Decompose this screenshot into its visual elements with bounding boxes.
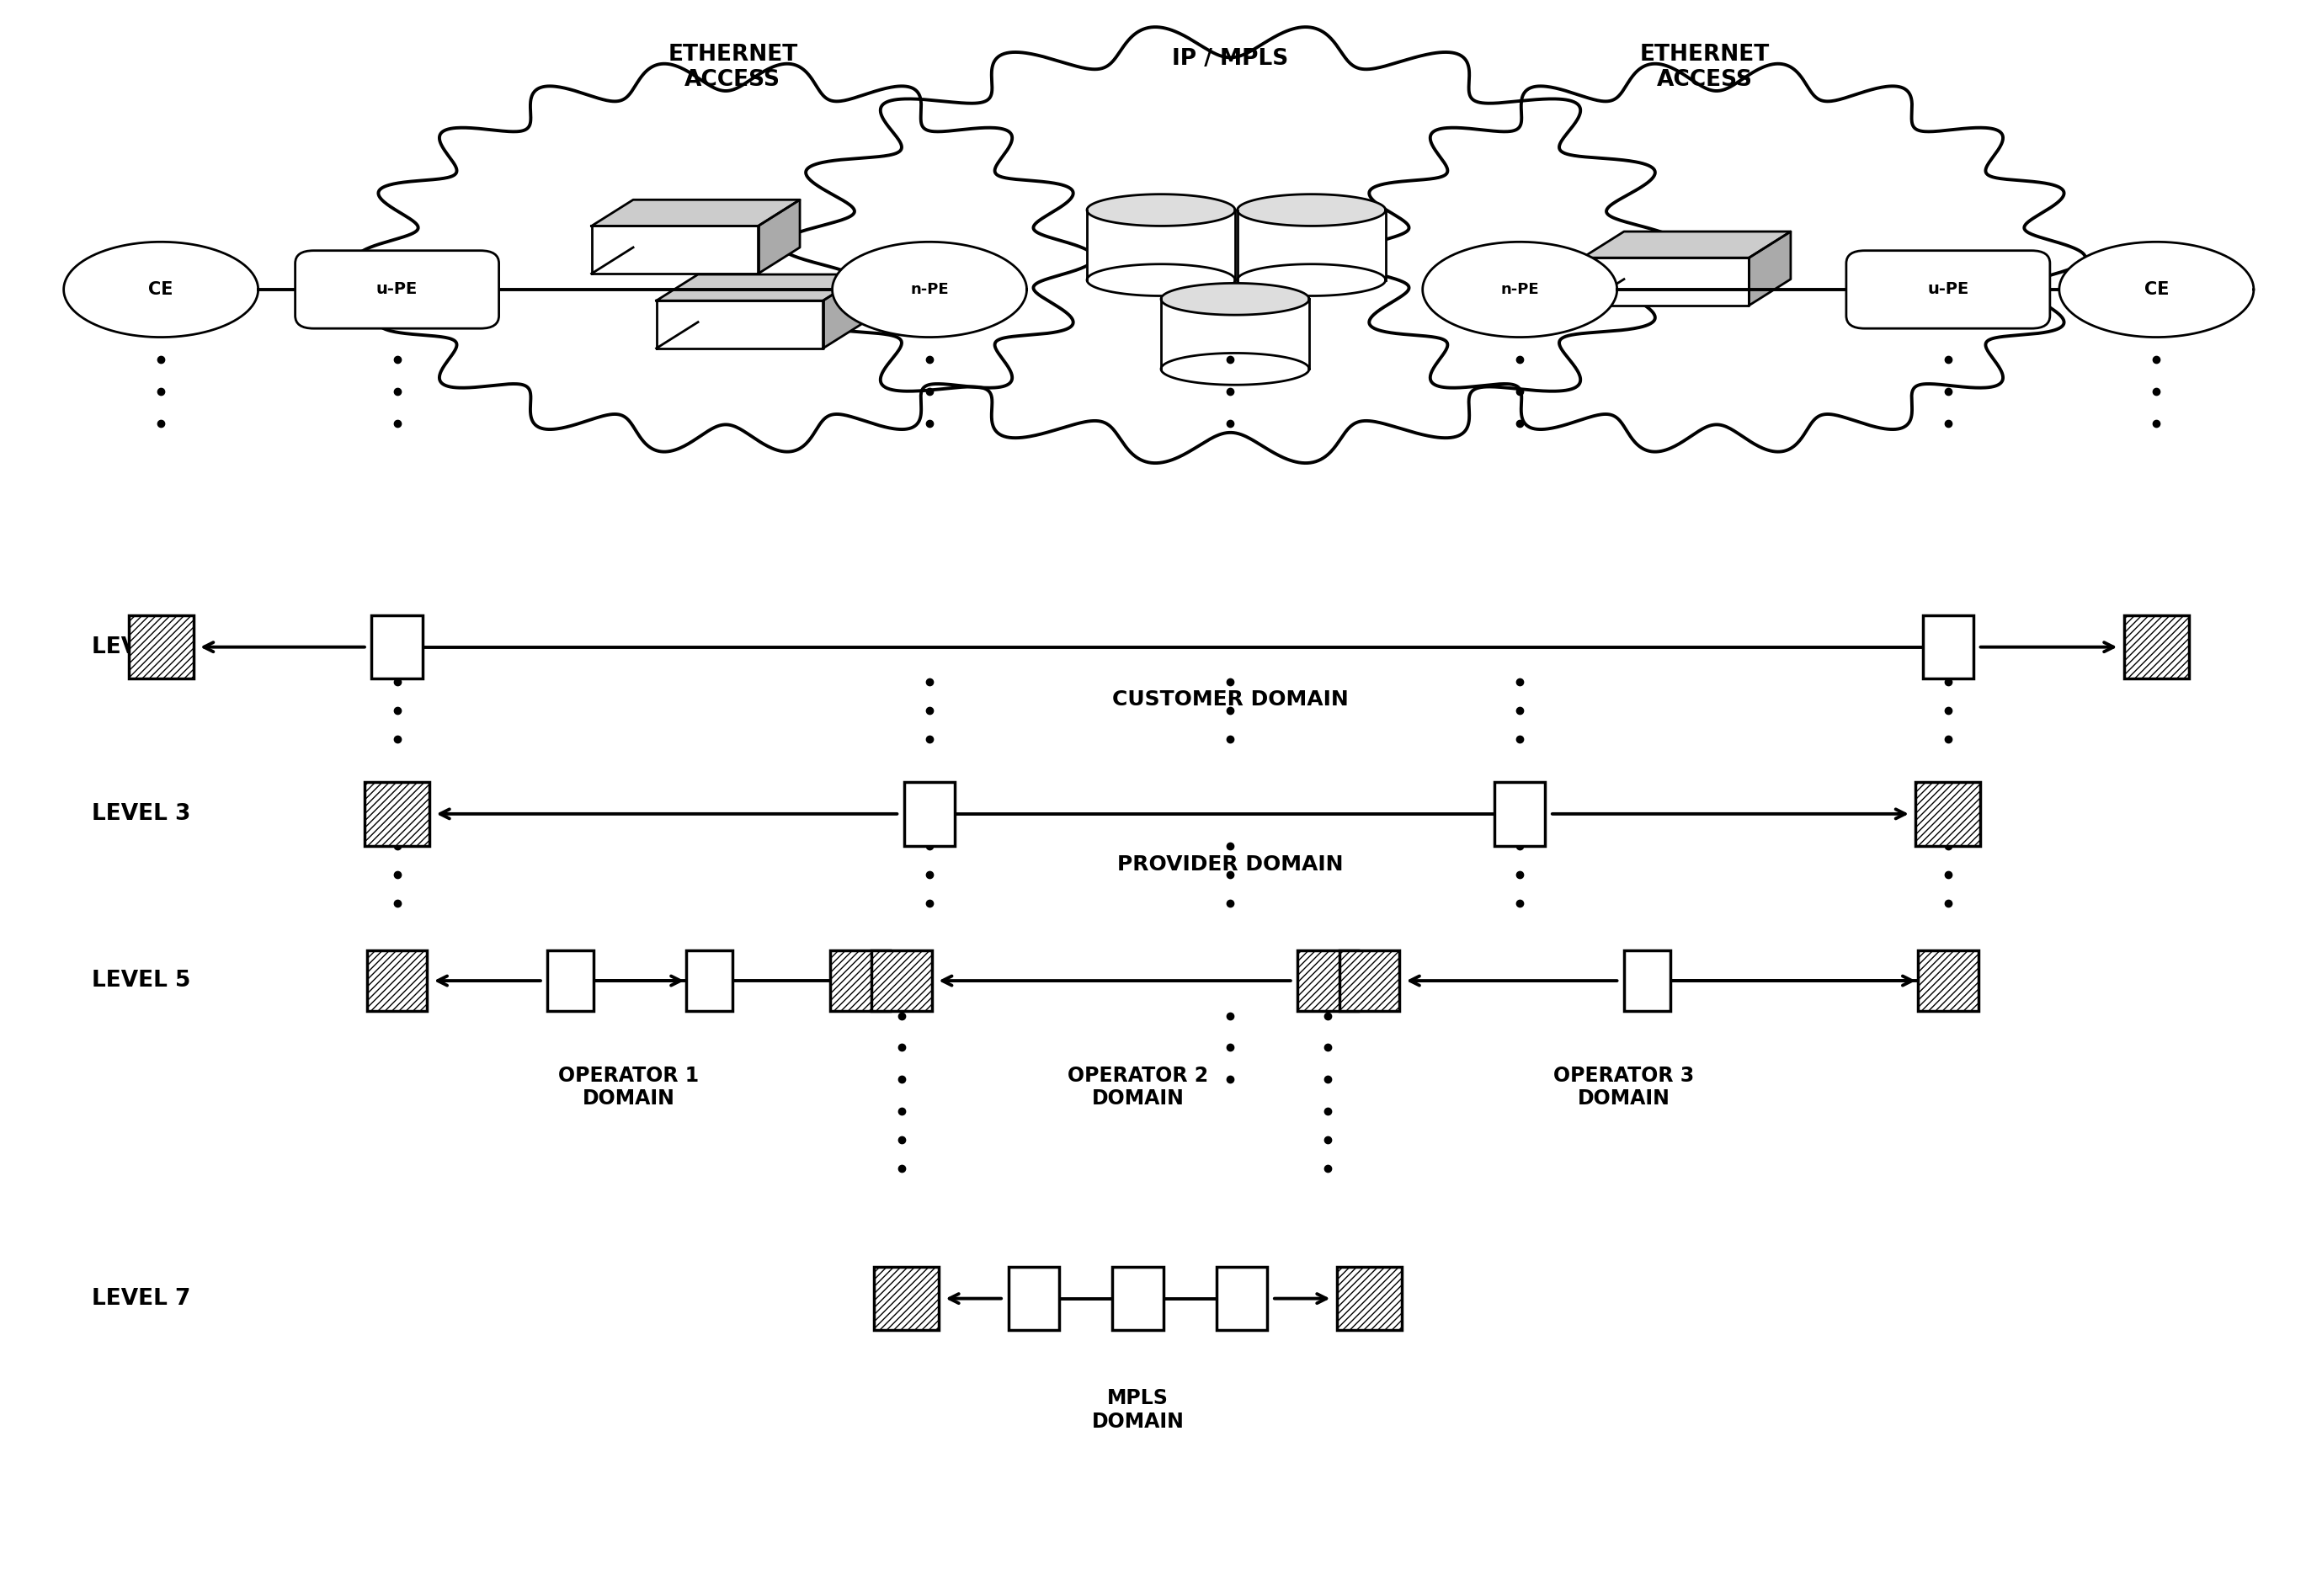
Text: CUSTOMER DOMAIN: CUSTOMER DOMAIN — [1112, 689, 1349, 710]
Bar — [1918, 951, 1978, 1010]
Polygon shape — [1161, 353, 1310, 385]
Bar — [829, 951, 889, 1010]
Polygon shape — [831, 243, 1026, 337]
Bar — [128, 616, 193, 678]
Polygon shape — [1581, 231, 1790, 257]
Bar — [1623, 951, 1670, 1010]
Bar — [365, 782, 430, 846]
Polygon shape — [1423, 243, 1616, 337]
Polygon shape — [822, 275, 864, 348]
Text: OPERATOR 2
DOMAIN: OPERATOR 2 DOMAIN — [1068, 1066, 1207, 1109]
Text: LEVEL 5: LEVEL 5 — [91, 970, 190, 991]
Text: LEVEL 3: LEVEL 3 — [91, 803, 190, 825]
Text: CE: CE — [2143, 281, 2169, 298]
Bar — [2125, 616, 2190, 678]
Polygon shape — [592, 200, 799, 227]
Bar — [367, 951, 427, 1010]
Bar — [1298, 951, 1358, 1010]
Text: LEVEL 0: LEVEL 0 — [91, 637, 190, 658]
Bar — [1495, 782, 1544, 846]
Text: OPERATOR 1
DOMAIN: OPERATOR 1 DOMAIN — [557, 1066, 699, 1109]
Polygon shape — [1238, 211, 1386, 279]
Polygon shape — [358, 64, 1094, 452]
Bar — [548, 951, 594, 1010]
Bar — [1916, 782, 1981, 846]
Polygon shape — [1087, 195, 1235, 227]
Bar — [1008, 1267, 1059, 1331]
Polygon shape — [1347, 64, 2085, 452]
Polygon shape — [1581, 257, 1748, 305]
Bar — [687, 951, 734, 1010]
Text: ETHERNET
ACCESS: ETHERNET ACCESS — [669, 43, 799, 91]
Polygon shape — [1161, 282, 1310, 314]
Bar — [1112, 1267, 1163, 1331]
Bar — [873, 1267, 938, 1331]
Bar — [1337, 1267, 1402, 1331]
Polygon shape — [1087, 211, 1235, 279]
Polygon shape — [1238, 263, 1386, 295]
Text: u-PE: u-PE — [376, 281, 418, 297]
Text: LEVEL 7: LEVEL 7 — [91, 1288, 190, 1309]
Bar — [372, 616, 423, 678]
Polygon shape — [1161, 298, 1310, 369]
Text: n-PE: n-PE — [1500, 282, 1539, 297]
Text: CE: CE — [149, 281, 174, 298]
Bar — [1340, 951, 1400, 1010]
Text: ETHERNET
ACCESS: ETHERNET ACCESS — [1639, 43, 1769, 91]
Polygon shape — [1238, 195, 1386, 227]
Polygon shape — [63, 243, 258, 337]
Text: n-PE: n-PE — [910, 282, 950, 297]
Text: IP / MPLS: IP / MPLS — [1173, 48, 1289, 70]
Polygon shape — [657, 300, 822, 348]
Polygon shape — [592, 227, 759, 273]
Bar — [871, 951, 931, 1010]
Polygon shape — [759, 200, 799, 273]
Text: OPERATOR 3
DOMAIN: OPERATOR 3 DOMAIN — [1553, 1066, 1695, 1109]
Text: PROVIDER DOMAIN: PROVIDER DOMAIN — [1117, 854, 1344, 875]
Bar — [1923, 616, 1974, 678]
FancyBboxPatch shape — [295, 251, 499, 329]
Text: u-PE: u-PE — [1927, 281, 1969, 297]
Polygon shape — [657, 275, 864, 300]
Text: MPLS
DOMAIN: MPLS DOMAIN — [1091, 1389, 1184, 1432]
Polygon shape — [1748, 231, 1790, 305]
Bar — [903, 782, 954, 846]
Polygon shape — [2060, 243, 2255, 337]
Polygon shape — [780, 27, 1681, 463]
FancyBboxPatch shape — [1846, 251, 2050, 329]
Bar — [1217, 1267, 1268, 1331]
Polygon shape — [1087, 263, 1235, 295]
